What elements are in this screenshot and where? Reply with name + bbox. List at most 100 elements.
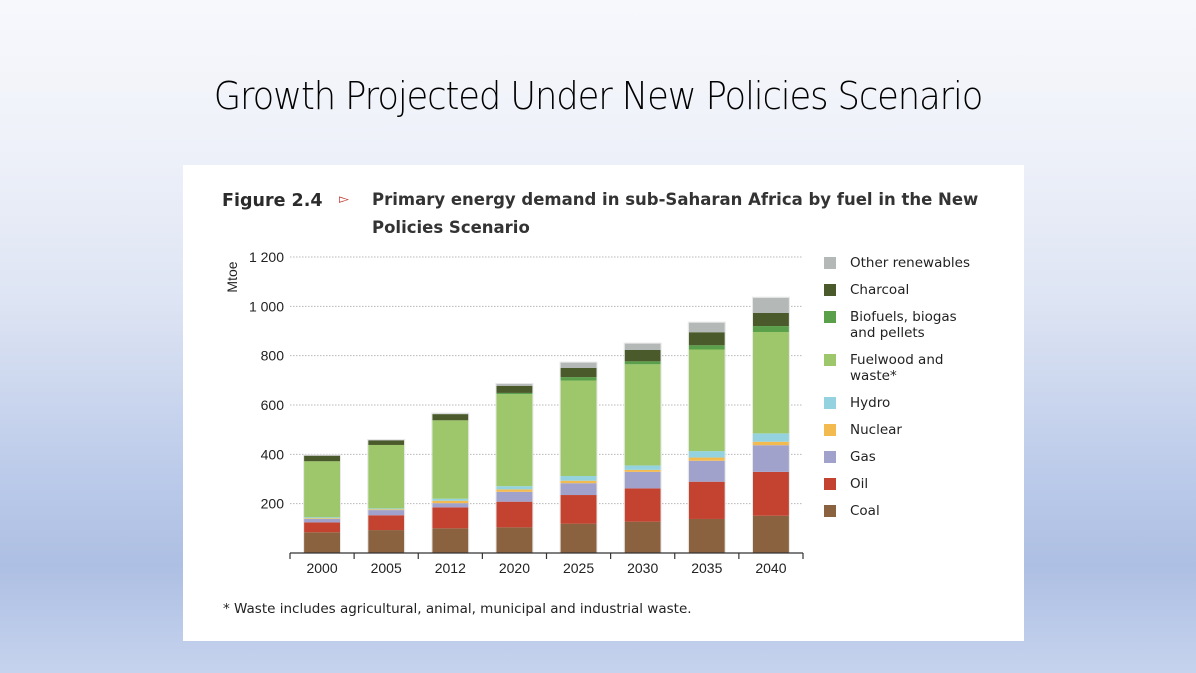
bar-segment-oil: [368, 515, 405, 531]
figure-arrow-icon: ▻: [339, 192, 349, 207]
y-tick-label: 1 000: [249, 298, 284, 314]
bar-segment-oil: [624, 488, 661, 522]
bar-segment-other-renewables: [496, 384, 533, 387]
bar-segment-fuelwood-and-waste: [752, 331, 789, 434]
bar-segment-coal: [496, 527, 533, 553]
legend-item: Biofuels, biogas and pellets: [824, 309, 970, 341]
legend-label: Fuelwood and: [850, 352, 944, 368]
bar-segment-charcoal: [432, 414, 469, 421]
legend-label: waste*: [850, 368, 897, 384]
legend-item: Hydro: [824, 395, 970, 411]
legend-swatch: [824, 354, 836, 366]
bar-segment-hydro: [368, 508, 405, 510]
bar-segment-coal: [624, 521, 661, 553]
bar-segment-other-renewables: [624, 343, 661, 350]
bar-segment-charcoal: [368, 440, 405, 445]
bar-segment-hydro: [496, 486, 533, 490]
bar-segment-other-renewables: [688, 322, 725, 333]
bar-segment-hydro: [432, 498, 469, 501]
bar-segment-gas: [368, 510, 405, 516]
bar-segment-coal: [752, 515, 789, 553]
x-axis: 2000 2005 2012 2020 2025 2030 2035 2040: [289, 552, 804, 576]
bar-segment-gas: [624, 471, 661, 489]
bar-segment-fuelwood-and-waste: [624, 364, 661, 466]
legend-swatch: [824, 257, 836, 269]
legend-label: and pellets: [850, 325, 925, 341]
y-axis-label: Mtoe: [224, 261, 240, 292]
bars: [303, 296, 790, 554]
bar-segment-charcoal: [752, 312, 789, 327]
bar-segment-biofuels-biogas-and-pellets: [688, 345, 725, 350]
bar-segment-fuelwood-and-waste: [688, 349, 725, 452]
legend-item: Coal: [824, 503, 970, 519]
bar-stack-2040: [751, 296, 790, 554]
figure-number: Figure 2.4: [222, 191, 323, 211]
x-tick-label: 2020: [499, 560, 530, 576]
bar-segment-oil: [496, 501, 533, 528]
bar-segment-hydro: [560, 476, 597, 481]
bar-stack-2012: [431, 412, 470, 554]
legend-swatch: [824, 505, 836, 517]
legend-label: Charcoal: [850, 282, 910, 298]
bar-segment-hydro: [688, 451, 725, 458]
x-tick-label: 2012: [435, 560, 466, 576]
bar-segment-other-renewables: [368, 440, 405, 441]
bar-segment-coal: [560, 523, 597, 553]
legend-label: Oil: [850, 476, 869, 492]
x-tick-label: 2005: [371, 560, 402, 576]
bar-stack-2020: [495, 383, 534, 554]
bar-segment-fuelwood-and-waste: [560, 380, 597, 477]
bar-segment-hydro: [624, 465, 661, 470]
bar-segment-fuelwood-and-waste: [368, 444, 405, 509]
bar-stack-2025: [559, 361, 598, 554]
bar-segment-nuclear: [688, 457, 725, 461]
bar-segment-hydro: [304, 517, 341, 519]
bar-stack-2030: [623, 342, 662, 554]
bar-segment-coal: [432, 528, 469, 553]
slide-title: Growth Projected Under New Policies Scen…: [213, 74, 984, 118]
bar-segment-nuclear: [432, 500, 469, 504]
legend-item: Charcoal: [824, 282, 970, 298]
bar-segment-oil: [752, 471, 789, 516]
legend-item: Other renewables: [824, 255, 970, 271]
figure-title: Primary energy demand in sub-Saharan Afr…: [372, 190, 979, 237]
bar-segment-hydro: [752, 433, 789, 442]
x-tick-label: 2000: [306, 560, 337, 576]
x-tick-label: 2025: [563, 560, 594, 576]
bar-segment-nuclear: [624, 469, 661, 472]
legend-swatch: [824, 424, 836, 436]
legend-item: Fuelwood and waste*: [824, 352, 970, 384]
bar-segment-nuclear: [496, 489, 533, 492]
legend-label: Biofuels, biogas: [850, 309, 957, 325]
gridlines: [290, 256, 803, 505]
bar-segment-biofuels-biogas-and-pellets: [560, 377, 597, 381]
legend-label: Coal: [850, 503, 880, 519]
legend-label: Other renewables: [850, 255, 971, 271]
legend: Other renewables Charcoal Biofuels, biogas…: [824, 255, 970, 519]
bar-segment-other-renewables: [560, 362, 597, 368]
bar-segment-nuclear: [560, 480, 597, 484]
bar-segment-nuclear: [368, 509, 405, 511]
bar-segment-gas: [752, 445, 789, 472]
footnote: * Waste includes agricultural, animal, m…: [223, 601, 692, 617]
bar-segment-coal: [304, 532, 341, 553]
bar-segment-other-renewables: [432, 413, 469, 415]
y-tick-label: 200: [261, 496, 285, 512]
legend-swatch: [824, 311, 836, 323]
x-tick-label: 2040: [755, 560, 786, 576]
y-tick-label: 400: [261, 446, 285, 462]
bar-segment-nuclear: [304, 518, 341, 519]
bar-segment-nuclear: [752, 441, 789, 446]
legend-item: Nuclear: [824, 422, 970, 438]
y-tick-label: 600: [261, 397, 285, 413]
legend-swatch: [824, 451, 836, 463]
bar-segment-charcoal: [688, 332, 725, 346]
legend-item: Gas: [824, 449, 970, 465]
bar-stack-2005: [367, 439, 406, 554]
bar-segment-gas: [560, 483, 597, 496]
bar-segment-coal: [688, 518, 725, 553]
bar-segment-biofuels-biogas-and-pellets: [624, 361, 661, 365]
bar-segment-oil: [560, 495, 597, 524]
bar-segment-coal: [368, 530, 405, 553]
bar-segment-oil: [304, 522, 341, 533]
